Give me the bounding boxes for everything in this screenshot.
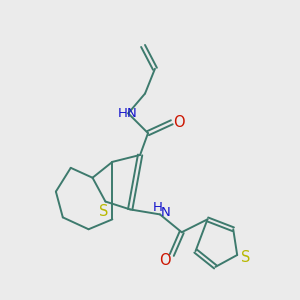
Text: H: H — [153, 201, 163, 214]
Text: S: S — [242, 250, 251, 266]
Text: H: H — [117, 107, 127, 120]
Text: O: O — [173, 115, 184, 130]
Text: N: N — [126, 107, 136, 120]
Text: O: O — [159, 254, 171, 268]
Text: S: S — [99, 204, 108, 219]
Text: N: N — [161, 206, 171, 219]
